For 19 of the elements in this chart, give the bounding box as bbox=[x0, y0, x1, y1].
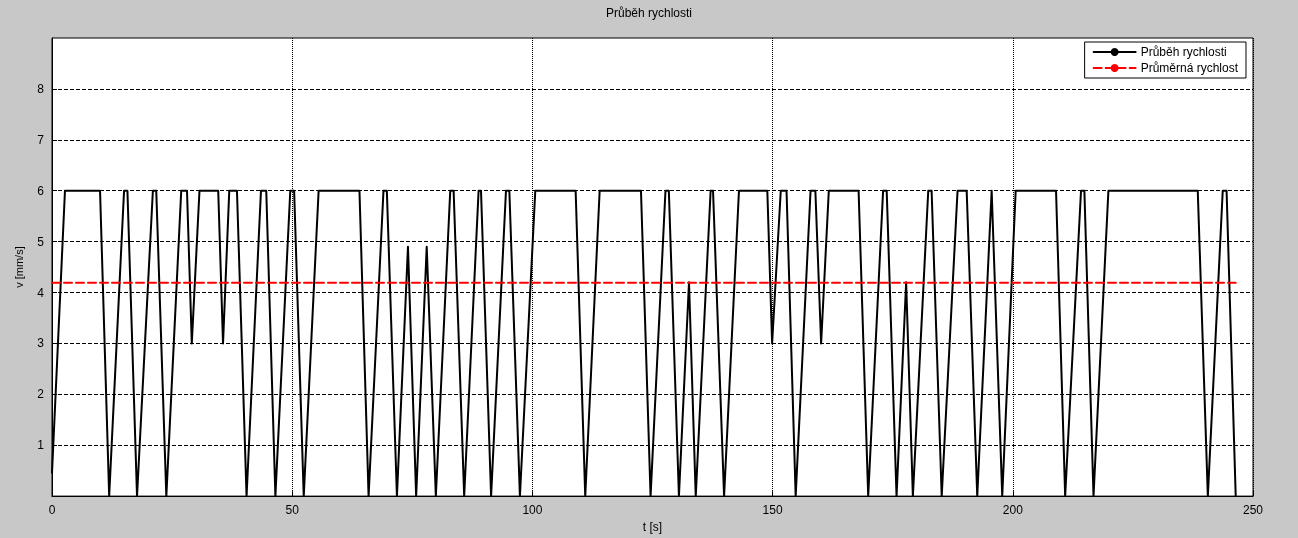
legend-label: Průměrná rychlost bbox=[1140, 61, 1239, 75]
x-tick-label: 50 bbox=[285, 503, 300, 518]
y-axis-title: v [mm/s] bbox=[12, 246, 25, 288]
x-tick-label: 200 bbox=[1002, 503, 1024, 518]
y-tick-label: 5 bbox=[37, 234, 45, 249]
legend-label: Průběh rychlosti bbox=[1140, 45, 1227, 59]
chart-title: Průběh rychlosti bbox=[605, 6, 693, 20]
x-tick-label: 150 bbox=[762, 503, 783, 518]
y-tick-label: 3 bbox=[37, 336, 45, 351]
y-tick-label: 6 bbox=[37, 183, 45, 198]
x-tick-label: 250 bbox=[1242, 503, 1264, 518]
x-tick-label: 0 bbox=[48, 503, 56, 518]
y-tick-label: 8 bbox=[37, 81, 45, 96]
x-tick-label: 100 bbox=[522, 503, 543, 518]
x-axis-title: t [s] bbox=[642, 520, 663, 534]
y-tick-label: 2 bbox=[37, 387, 45, 402]
y-tick-label: 7 bbox=[37, 132, 45, 147]
y-tick-label: 1 bbox=[37, 438, 45, 453]
y-tick-label: 4 bbox=[37, 285, 45, 300]
